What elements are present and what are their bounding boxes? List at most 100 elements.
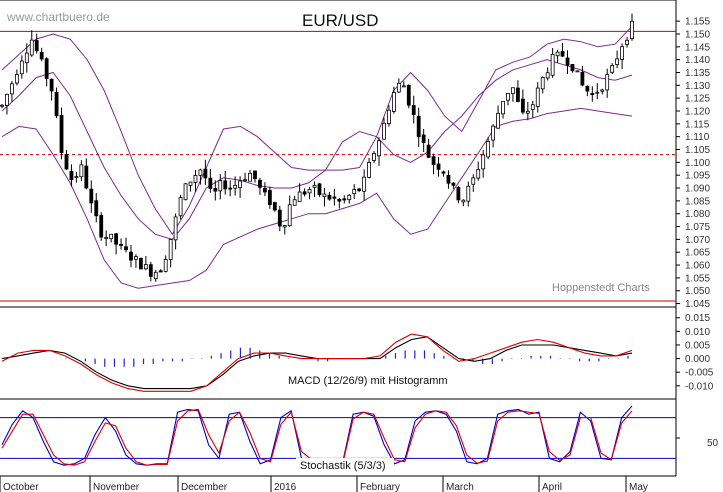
candle-body [213, 188, 218, 192]
candle-body [143, 264, 148, 270]
macd-tick-label: 0.005 [685, 340, 710, 351]
price-tick-label: 1.085 [685, 196, 710, 207]
candle-body [496, 112, 500, 129]
candle-body [153, 271, 158, 280]
candle-body [545, 72, 550, 79]
candle-body [74, 176, 79, 178]
month-label: November [93, 482, 140, 492]
candle-body [218, 180, 223, 192]
price-tick-label: 1.065 [685, 248, 710, 259]
candle-body [24, 52, 29, 64]
candle-body [337, 199, 342, 202]
candle-body [104, 237, 109, 239]
macd-tick-label: 0.010 [685, 327, 710, 338]
candle-body [253, 170, 257, 180]
candle-body [114, 233, 118, 245]
macd-tick-label: -0.005 [685, 368, 714, 379]
candle-body [367, 162, 371, 178]
candle-body [476, 169, 481, 179]
candle-body [471, 177, 476, 185]
candle-body [377, 140, 381, 157]
candle-body [436, 163, 441, 170]
reference-lines [0, 30, 676, 302]
candle-body [426, 144, 431, 158]
month-label: December [181, 482, 228, 492]
candle-body [193, 175, 198, 183]
candle-body [292, 199, 297, 206]
candle-body [322, 193, 327, 197]
candle-body [441, 171, 446, 174]
candle-body [312, 184, 317, 188]
candle-body [188, 181, 193, 186]
candle-body [223, 180, 228, 190]
candle-body [362, 176, 367, 192]
month-label: April [542, 482, 562, 492]
candle-body [491, 125, 496, 141]
price-tick-label: 1.100 [685, 158, 710, 169]
candle-body [580, 71, 585, 86]
candle-body [535, 87, 540, 107]
candle-body [148, 264, 153, 277]
candle-body [238, 180, 243, 189]
macd-label: MACD (12/26/9) mit Histogramm [288, 375, 448, 387]
candle-body [109, 233, 114, 240]
candle-body [178, 197, 183, 217]
candle-body [585, 85, 590, 92]
price-tick-label: 1.125 [685, 94, 710, 105]
candle-body [565, 57, 570, 66]
candle-body [327, 194, 332, 200]
candle-body [506, 92, 510, 101]
candle-body [282, 225, 287, 228]
candle-body [615, 58, 620, 65]
candle-body [620, 46, 624, 60]
chart-title: EUR/USD [302, 11, 379, 30]
macd-axis: 0.015 0.010 0.005 0.000 -0.005 -0.010 [676, 313, 714, 392]
price-tick-label: 1.080 [685, 209, 710, 220]
candlesticks [0, 13, 634, 282]
price-tick-label: 1.110 [685, 132, 710, 143]
candle-body [342, 198, 347, 201]
candle-body [486, 141, 491, 158]
month-label: March [446, 482, 474, 492]
candle-body [511, 87, 515, 95]
candle-body [347, 194, 352, 201]
price-tick-label: 1.140 [685, 55, 710, 66]
candle-body [406, 84, 411, 106]
stochastic-label: Stochastik (5/3/3) [300, 460, 386, 472]
candle-body [431, 156, 436, 165]
candle-body [605, 74, 610, 91]
candle-body [501, 100, 505, 115]
candle-body [555, 51, 560, 57]
candle-body [119, 244, 123, 246]
candle-body [134, 256, 138, 260]
bollinger-lower-line [1, 107, 633, 289]
month-label: October [3, 482, 39, 492]
candle-body [451, 182, 456, 186]
candle-body [138, 257, 143, 270]
price-tick-label: 1.075 [685, 222, 710, 233]
candle-body [79, 164, 84, 178]
candle-body [158, 270, 163, 273]
candle-body [307, 188, 312, 194]
candle-body [600, 89, 605, 92]
price-panel [0, 0, 677, 476]
candle-body [5, 93, 9, 106]
candle-body [287, 204, 292, 227]
price-tick-label: 1.050 [685, 286, 710, 297]
candle-body [520, 98, 525, 113]
signal-line [1, 333, 633, 392]
candle-body [14, 74, 19, 84]
candle-body [0, 104, 4, 107]
candle-body [357, 188, 362, 192]
site-watermark: www.chartbuero.de [6, 10, 110, 24]
candle-body [387, 109, 391, 124]
candle-body [297, 191, 302, 203]
candle-body [391, 92, 396, 112]
price-tick-label: 1.150 [685, 29, 710, 40]
candle-body [129, 251, 133, 261]
candle-body [69, 170, 74, 181]
stochastic-tick-label: 50 [707, 438, 719, 449]
macd-tick-label: -0.010 [685, 381, 714, 392]
credit-label: Hoppenstedt Charts [552, 282, 650, 294]
